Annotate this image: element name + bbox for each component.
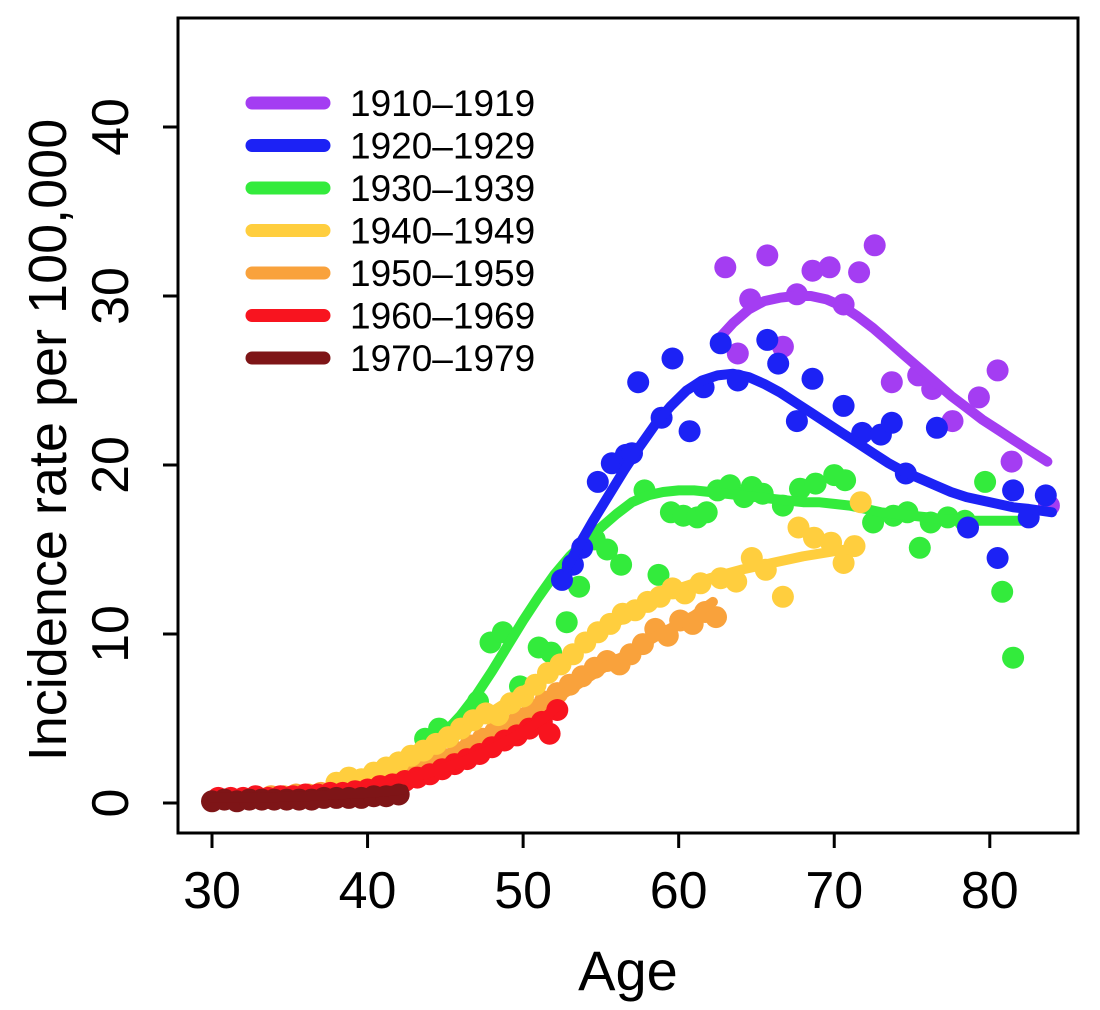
x-tick-label: 40 [339, 862, 397, 920]
trend-line [406, 485, 1026, 765]
y-axis-title: Incidence rate per 100,000 [18, 119, 78, 761]
data-point [714, 256, 737, 279]
legend-label: 1910–1919 [350, 83, 535, 124]
data-point [974, 470, 997, 493]
data-point [832, 394, 855, 417]
data-point [967, 386, 990, 409]
series-1920-1929 [551, 328, 1057, 591]
x-tick-label: 70 [805, 862, 863, 920]
legend: 1910–19191920–19291930–19391940–19491950… [245, 83, 535, 379]
data-point [862, 511, 885, 534]
data-point [1034, 484, 1057, 507]
data-point [610, 553, 633, 576]
data-point [849, 491, 872, 514]
series-1910-1919 [712, 234, 1060, 517]
legend-label: 1920–1929 [350, 126, 535, 167]
data-point [647, 563, 670, 586]
plot-box [176, 16, 1080, 835]
series-1970-1979 [201, 783, 410, 813]
data-point [586, 470, 609, 493]
data-point [818, 256, 841, 279]
x-tick-label: 80 [961, 862, 1019, 920]
data-point [627, 371, 650, 394]
trend-line [561, 368, 1057, 574]
y-axis: 0 10 20 30 40 [82, 98, 178, 817]
x-axis: 30 40 50 60 70 80 [183, 833, 1019, 920]
data-point [767, 352, 790, 375]
y-tick-label: 20 [82, 436, 140, 494]
data-point [726, 342, 749, 365]
data-point [804, 472, 827, 495]
legend-label: 1970–1979 [350, 338, 535, 379]
x-tick-label: 60 [650, 862, 708, 920]
data-point [834, 469, 857, 492]
y-tick-label: 0 [82, 789, 140, 818]
data-point [596, 538, 619, 561]
trend-line [207, 784, 409, 803]
data-point [991, 580, 1014, 603]
data-point [709, 332, 732, 355]
data-point [803, 526, 825, 549]
data-point [756, 244, 779, 267]
data-point [957, 516, 979, 539]
data-point [555, 611, 578, 634]
data-point [801, 367, 824, 390]
data-point [705, 606, 727, 629]
x-axis-title: Age [578, 939, 678, 1002]
data-point [695, 501, 718, 524]
data-point [908, 536, 931, 559]
data-point [925, 416, 948, 439]
data-point [863, 234, 886, 257]
data-point [771, 585, 794, 608]
x-tick-label: 30 [183, 862, 241, 920]
data-point [832, 552, 855, 574]
data-point [787, 516, 810, 539]
data-point [551, 568, 573, 591]
data-point [801, 259, 824, 282]
data-point [880, 371, 903, 394]
data-point [661, 347, 684, 370]
data-point [756, 328, 779, 351]
data-point [986, 359, 1009, 382]
data-point [848, 261, 871, 284]
data-point [538, 722, 561, 745]
y-tick-label: 10 [82, 605, 140, 663]
data-point [986, 547, 1009, 569]
data-point [785, 410, 808, 433]
y-tick-label: 30 [82, 267, 140, 325]
y-tick-label: 40 [82, 98, 140, 156]
legend-label: 1950–1959 [350, 253, 535, 294]
data-point [1002, 646, 1025, 669]
trend-line [328, 542, 863, 786]
data-point [568, 575, 591, 598]
x-tick-label: 50 [494, 862, 552, 920]
trend-line [712, 291, 1053, 467]
plot-series [201, 234, 1060, 813]
data-point [1000, 450, 1023, 473]
legend-label: 1960–1969 [350, 296, 535, 337]
series-1940-1949 [325, 491, 872, 794]
legend-label: 1940–1949 [350, 211, 535, 252]
data-point [678, 420, 701, 443]
legend-label: 1930–1939 [350, 168, 535, 209]
data-point [1002, 479, 1025, 502]
data-point [880, 411, 903, 434]
